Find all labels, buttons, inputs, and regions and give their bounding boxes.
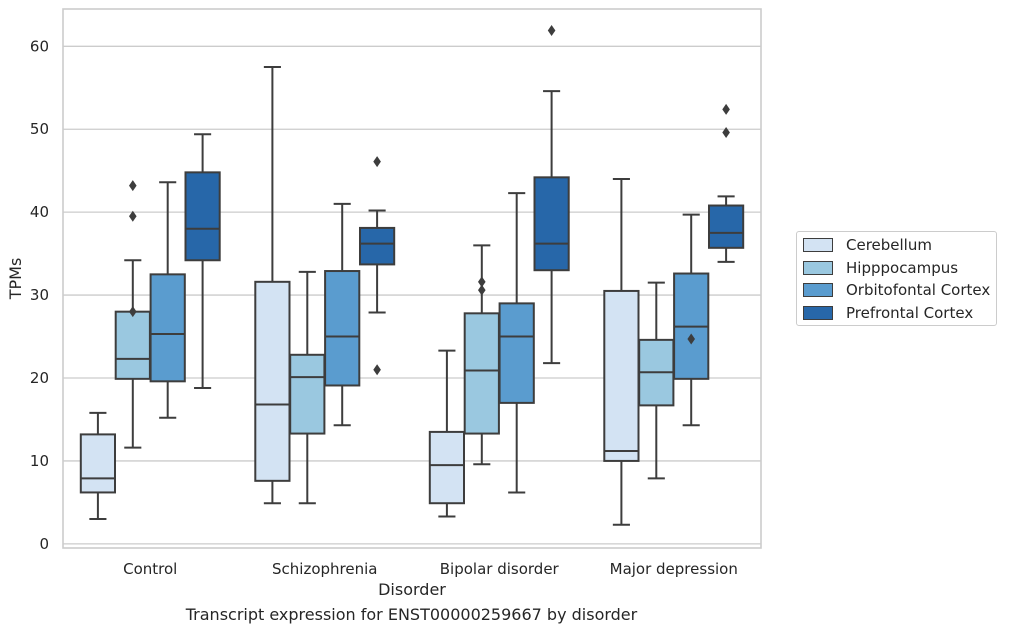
box-prefrontal-cortex-schizophrenia [358,156,396,376]
figure-caption: Transcript expression for ENST0000025966… [185,605,638,624]
iqr-box [324,270,361,387]
x-tick-label-major-depression: Major depression [610,560,738,578]
y-tick-label-40: 40 [30,203,49,221]
iqr-box [603,289,640,462]
tick-labels: 0 10 20 30 40 50 60 Control Schizophrenia Bipolar… [30,37,738,578]
legend-label-hippocampus: Hipppocampus [846,259,959,277]
box-cerebellum-schizophrenia [254,66,291,505]
legend-label-orbitofrontal: Orbitofontal Cortex [846,281,991,299]
box-prefrontal-cortex-bipolar-disorder [533,25,570,365]
iqr-box [707,204,745,249]
box-cerebellum-control [79,411,117,520]
x-tick-label-control: Control [123,560,177,578]
legend-item-cerebellum: Cerebellum [803,234,932,256]
legend-item-orbitofrontal: Orbitofontal Cortex [803,279,990,301]
iqr-box [463,312,500,435]
box-prefrontal-cortex-major-depression [707,103,745,263]
outlier-point-1 [373,156,381,168]
outlier-point-1 [722,103,730,115]
box-orbitofontal-cortex-bipolar-disorder [498,192,535,494]
box-orbitofontal-cortex-schizophrenia [324,202,361,427]
legend-item-hippocampus: Hipppocampus [803,257,958,279]
legend-swatch-orbitofrontal [803,283,833,297]
plot-frame [62,8,762,549]
iqr-box [149,273,186,383]
iqr-box [533,176,570,272]
iqr-box [498,302,535,404]
box-hipppocampus-bipolar-disorder [463,244,500,466]
x-tick-label-bipolar-disorder: Bipolar disorder [440,560,560,578]
legend-label-cerebellum: Cerebellum [846,236,932,254]
iqr-box [114,310,151,380]
box-cerebellum-bipolar-disorder [428,349,466,518]
outlier-point-0 [722,127,730,139]
box-orbitofontal-cortex-major-depression [673,213,710,427]
iqr-box [289,353,326,435]
outlier-point-0 [547,25,556,37]
box-hipppocampus-schizophrenia [289,270,326,505]
y-tick-label-60: 60 [30,37,49,55]
outlier-point-0 [687,333,695,345]
iqr-box [254,280,291,482]
outlier-point-1 [129,210,137,222]
y-tick-label-10: 10 [30,452,49,470]
y-axis-label: TPMs [6,258,25,301]
x-tick-label-schizophrenia: Schizophrenia [272,560,377,578]
box-hipppocampus-major-depression [638,281,675,480]
y-tick-label-0: 0 [39,535,49,553]
legend: Cerebellum Hipppocampus Orbitofontal Cor… [796,231,997,326]
outlier-point-1 [478,276,486,288]
y-tick-label-30: 30 [30,286,49,304]
outlier-point-2 [129,180,137,192]
legend-swatch-cerebellum [803,238,833,252]
iqr-box [79,433,117,494]
y-tick-label-20: 20 [30,369,49,387]
box-prefrontal-cortex-control [184,133,221,389]
legend-swatch-hippocampus [803,261,833,275]
legend-label-prefrontal: Prefrontal Cortex [846,304,974,322]
legend-swatch-prefrontal [803,306,833,320]
iqr-box [358,226,396,266]
outlier-point-0 [129,306,137,318]
box-orbitofontal-cortex-control [149,181,186,419]
legend-item-prefrontal: Prefrontal Cortex [803,302,973,324]
outlier-point-0 [373,364,381,376]
box-cerebellum-major-depression [603,177,640,526]
iqr-box [428,430,466,505]
box-hipppocampus-control [114,180,151,449]
y-tick-label-50: 50 [30,120,49,138]
outlier-point-0 [478,284,486,296]
x-axis-label: Disorder [378,580,446,599]
boxes [79,25,745,526]
iqr-box [184,171,221,262]
